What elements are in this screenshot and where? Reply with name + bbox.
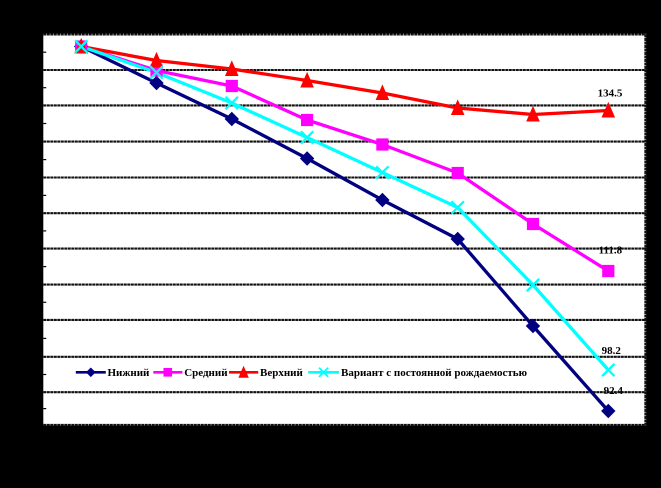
svg-text:111.8: 111.8 <box>599 245 623 257</box>
svg-text:134.5: 134.5 <box>598 88 623 100</box>
svg-text:Средний: Средний <box>184 367 228 379</box>
svg-text:Нижний: Нижний <box>108 367 151 379</box>
svg-text:92.4: 92.4 <box>604 385 624 397</box>
svg-text:Вариант с постоянной рождаемос: Вариант с постоянной рождаемостью <box>341 367 527 379</box>
svg-text:98.2: 98.2 <box>602 345 622 357</box>
svg-text:Верхний: Верхний <box>260 367 304 379</box>
